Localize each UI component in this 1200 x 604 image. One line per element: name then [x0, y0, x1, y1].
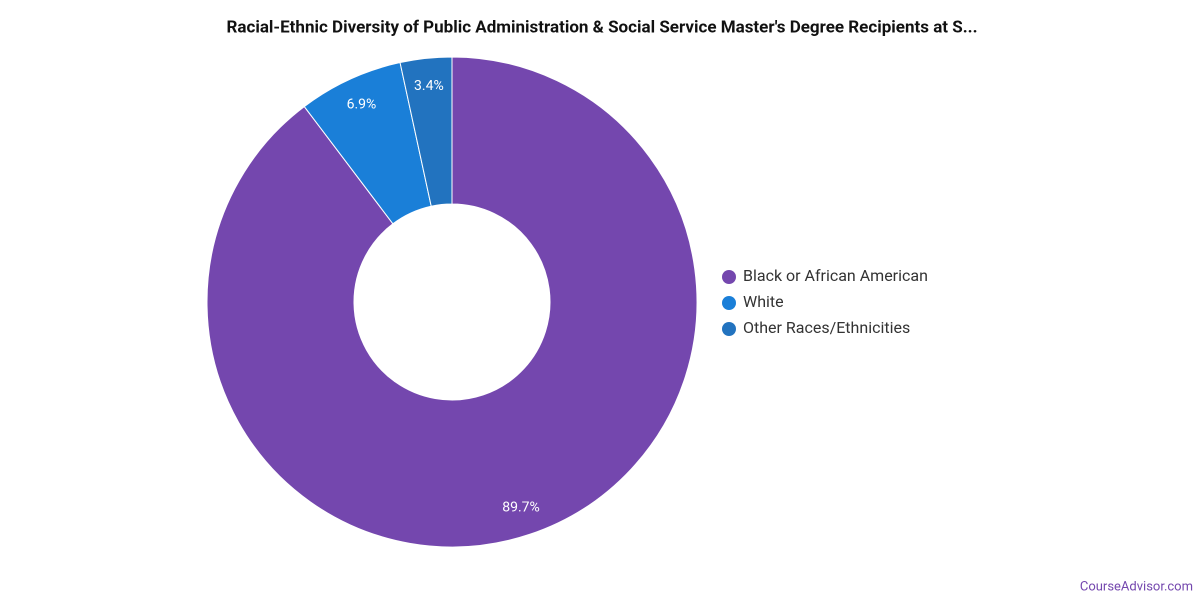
- legend-label: Other Races/Ethnicities: [743, 318, 910, 337]
- legend-marker: [722, 322, 736, 336]
- slice-label: 89.7%: [502, 499, 540, 515]
- slice: [206, 56, 698, 548]
- chart-title: Racial-Ethnic Diversity of Public Admini…: [226, 17, 977, 37]
- slice-label: 6.9%: [347, 96, 377, 112]
- legend-marker: [722, 270, 736, 284]
- slice-label: 3.4%: [414, 78, 444, 94]
- footer: CourseAdvisor.com: [1080, 579, 1193, 594]
- slice: [399, 56, 453, 207]
- legend-label: Black or African American: [743, 266, 928, 285]
- legend-marker: [722, 296, 736, 310]
- legend-label: White: [743, 292, 784, 311]
